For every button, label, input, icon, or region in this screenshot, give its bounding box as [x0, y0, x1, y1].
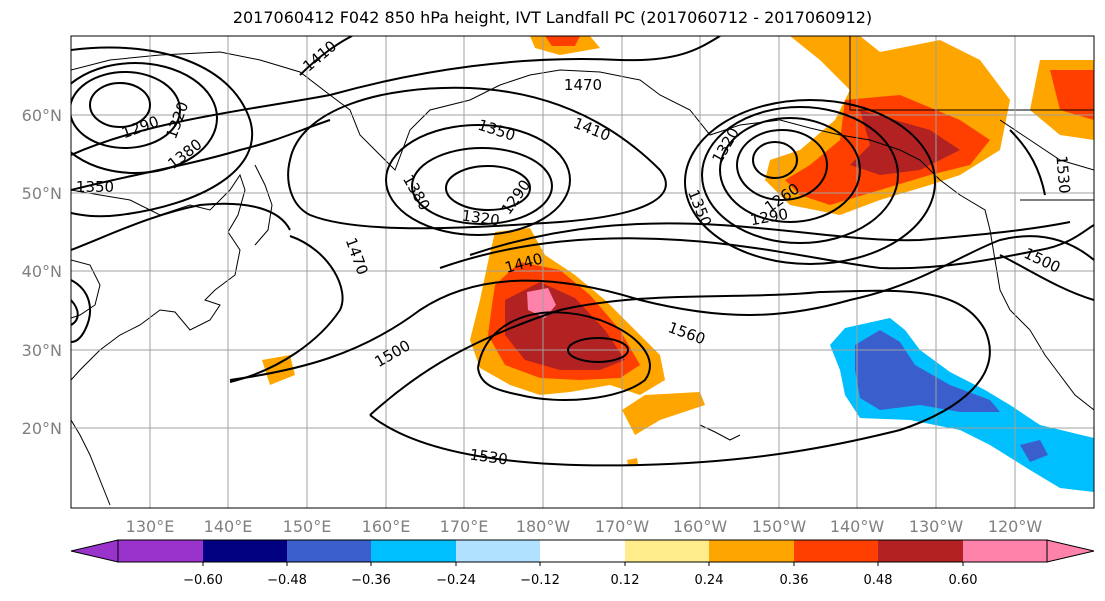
colorbar-segment [287, 540, 371, 562]
lat-label: 60°N [22, 106, 62, 125]
colorbar-tick-label: −0.36 [351, 573, 391, 588]
colorbar-tick-label: −0.60 [183, 573, 223, 588]
colorbar-tick-label: 0.24 [695, 573, 724, 588]
colorbar-segment [203, 540, 287, 562]
contour-label: 1470 [564, 76, 602, 94]
lon-label: 160°W [673, 517, 728, 536]
colorbar-tick-label: −0.12 [520, 573, 560, 588]
colorbar-segment [963, 540, 1047, 562]
longitude-labels: 130°E 140°E 150°E 160°E 170°E 180°W 170°… [126, 517, 1043, 536]
contour-label: 1350 [76, 178, 114, 196]
lon-label: 160°E [362, 517, 411, 536]
colorbar-tick-label: 0.60 [949, 573, 978, 588]
colorbar-extend-high [1046, 539, 1095, 563]
lat-label: 40°N [22, 262, 62, 281]
lat-label: 50°N [22, 184, 62, 203]
colorbar-segment [540, 540, 625, 562]
colorbar-tick-label: 0.48 [864, 573, 893, 588]
colorbar-tick-label: 0.36 [780, 573, 809, 588]
colorbar-segment [794, 540, 878, 562]
height-contours [71, 36, 1094, 467]
lon-label: 170°E [440, 517, 489, 536]
colorbar: −0.60 −0.48 −0.36 −0.24 −0.12 0.12 0.24 … [70, 539, 1095, 588]
colorbar-tick-label: 0.12 [611, 573, 640, 588]
lat-label: 30°N [22, 341, 62, 360]
lon-label: 150°W [752, 517, 807, 536]
graticule [71, 36, 1094, 508]
lon-label: 180°W [516, 517, 571, 536]
colorbar-segment [456, 540, 540, 562]
contour-label: 1530 [469, 445, 509, 468]
latitude-labels: 60°N 50°N 40°N 30°N 20°N [22, 106, 62, 438]
lon-label: 130°E [126, 517, 175, 536]
colorbar-segment [371, 540, 456, 562]
lon-label: 140°E [204, 517, 253, 536]
colorbar-segment [709, 540, 794, 562]
lon-label: 170°W [595, 517, 650, 536]
lat-label: 20°N [22, 419, 62, 438]
lon-label: 120°W [988, 517, 1043, 536]
lon-label: 140°W [830, 517, 885, 536]
colorbar-segment [625, 540, 709, 562]
lon-label: 150°E [283, 517, 332, 536]
lon-label: 130°W [909, 517, 964, 536]
colorbar-tick-label: −0.48 [267, 573, 307, 588]
colorbar-tick-label: −0.24 [436, 573, 476, 588]
coastlines [71, 36, 1094, 506]
contour-label: 1320 [461, 206, 501, 229]
map-frame [70, 35, 1095, 509]
colorbar-segment [118, 540, 203, 562]
contour-label: 1530 [1052, 155, 1073, 195]
colorbar-segment [878, 540, 963, 562]
map-title: 2017060412 F042 850 hPa height, IVT Land… [232, 8, 873, 27]
colorbar-extend-low [70, 539, 119, 563]
